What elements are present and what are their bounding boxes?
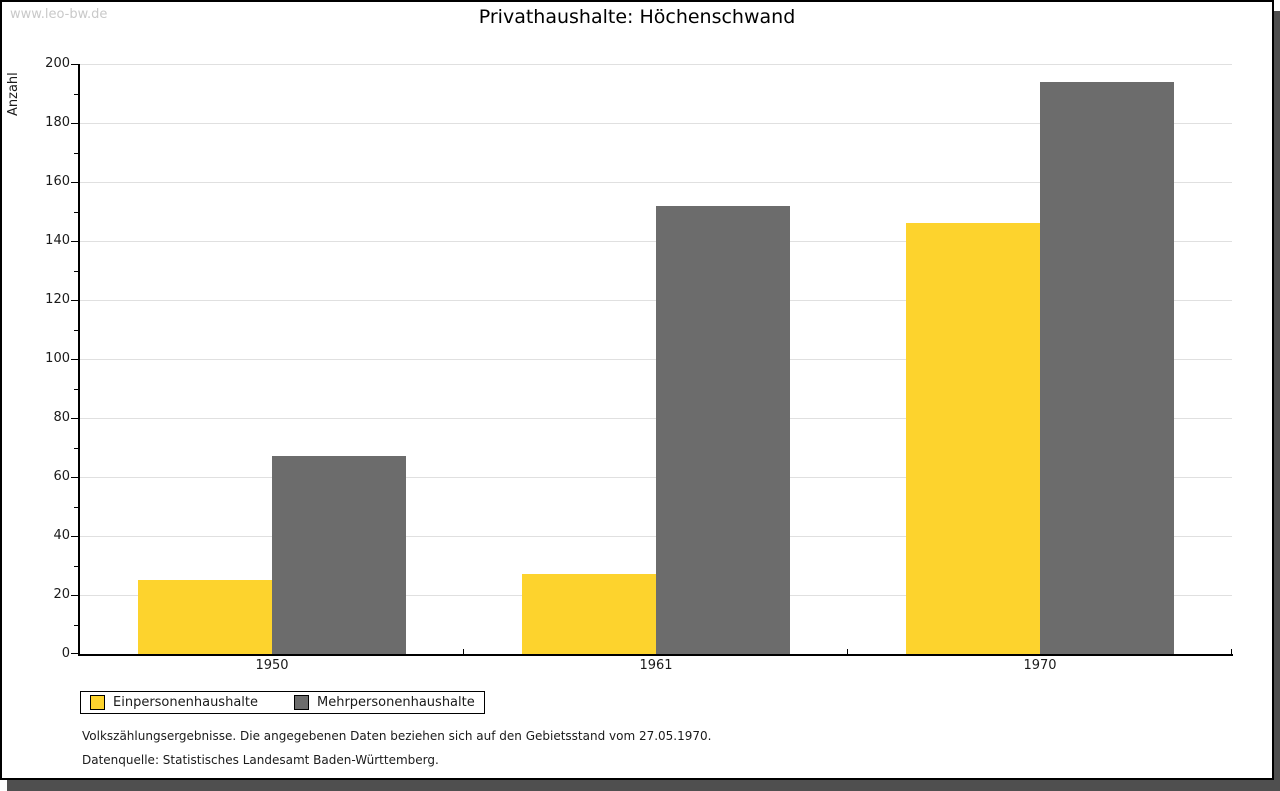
- gridline: [80, 182, 1232, 183]
- chart-title: Privathaushalte: Höchenschwand: [478, 6, 796, 28]
- y-major-tick: [71, 64, 78, 65]
- watermark: www.leo-bw.de: [10, 7, 108, 22]
- legend-item: Mehrpersonenhaushalte: [294, 695, 475, 710]
- bar-series2-1970: [1040, 81, 1174, 654]
- bar-series1-1950: [138, 580, 272, 654]
- y-major-tick: [71, 477, 78, 478]
- legend-label: Mehrpersonenhaushalte: [317, 695, 475, 710]
- plot-area: 0 20 40 60 80 100 120 140 160 180 200 1950 1961 1970: [45, 56, 1233, 673]
- y-minor-tick: [74, 388, 78, 390]
- y-minor-tick: [74, 211, 78, 213]
- bar-series1-1961: [522, 574, 656, 654]
- category-divider-tick: [847, 649, 848, 654]
- y-tick-label: 0: [61, 646, 70, 661]
- y-major-tick: [71, 359, 78, 360]
- y-major-tick: [71, 123, 78, 124]
- y-major-tick: [71, 536, 78, 537]
- x-tick-label: 1970: [1023, 658, 1057, 673]
- y-major-tick: [71, 300, 78, 301]
- y-minor-tick: [74, 329, 78, 331]
- y-minor-tick: [74, 447, 78, 449]
- y-tick-label: 40: [53, 528, 70, 543]
- gridline: [80, 123, 1232, 124]
- legend-label: Einpersonenhaushalte: [113, 695, 258, 710]
- y-major-tick: [71, 241, 78, 242]
- y-tick-label: 20: [53, 587, 70, 602]
- y-minor-tick: [74, 565, 78, 567]
- y-tick-label: 200: [45, 56, 70, 71]
- y-minor-tick: [74, 506, 78, 508]
- footnote-data-source: Datenquelle: Statistisches Landesamt Bad…: [82, 753, 439, 767]
- y-tick-label: 140: [45, 233, 70, 248]
- x-tick-label: 1950: [255, 658, 289, 673]
- x-tick-label: 1961: [639, 658, 673, 673]
- y-tick-label: 180: [45, 115, 70, 130]
- y-major-tick: [71, 653, 78, 654]
- legend: Einpersonenhaushalte Mehrpersonenhaushalt…: [80, 691, 485, 714]
- y-tick-label: 120: [45, 292, 70, 307]
- y-minor-tick: [74, 270, 78, 272]
- category-divider-tick: [463, 649, 464, 654]
- bar-series1-1970: [906, 223, 1040, 654]
- y-tick-label: 60: [53, 469, 70, 484]
- footnote-source-note: Volkszählungsergebnisse. Die angegebenen…: [82, 729, 712, 743]
- category-divider-tick: [1231, 649, 1232, 654]
- y-tick-label: 160: [45, 174, 70, 189]
- legend-swatch: [294, 695, 309, 710]
- y-tick-label: 100: [45, 351, 70, 366]
- y-minor-tick: [74, 93, 78, 95]
- legend-swatch: [90, 695, 105, 710]
- y-major-tick: [71, 595, 78, 596]
- y-minor-tick: [74, 624, 78, 626]
- gridline: [80, 64, 1232, 65]
- bar-series2-1961: [656, 205, 790, 654]
- legend-item: Einpersonenhaushalte: [90, 695, 258, 710]
- y-tick-label: 80: [53, 410, 70, 425]
- y-minor-tick: [74, 152, 78, 154]
- y-major-tick: [71, 182, 78, 183]
- bar-series2-1950: [272, 456, 406, 654]
- y-major-tick: [71, 418, 78, 419]
- y-axis-label: Anzahl: [6, 72, 21, 116]
